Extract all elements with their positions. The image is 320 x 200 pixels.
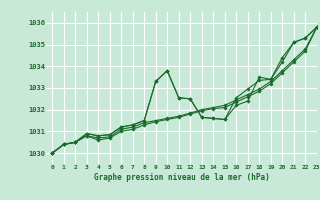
X-axis label: Graphe pression niveau de la mer (hPa): Graphe pression niveau de la mer (hPa) (94, 173, 269, 182)
